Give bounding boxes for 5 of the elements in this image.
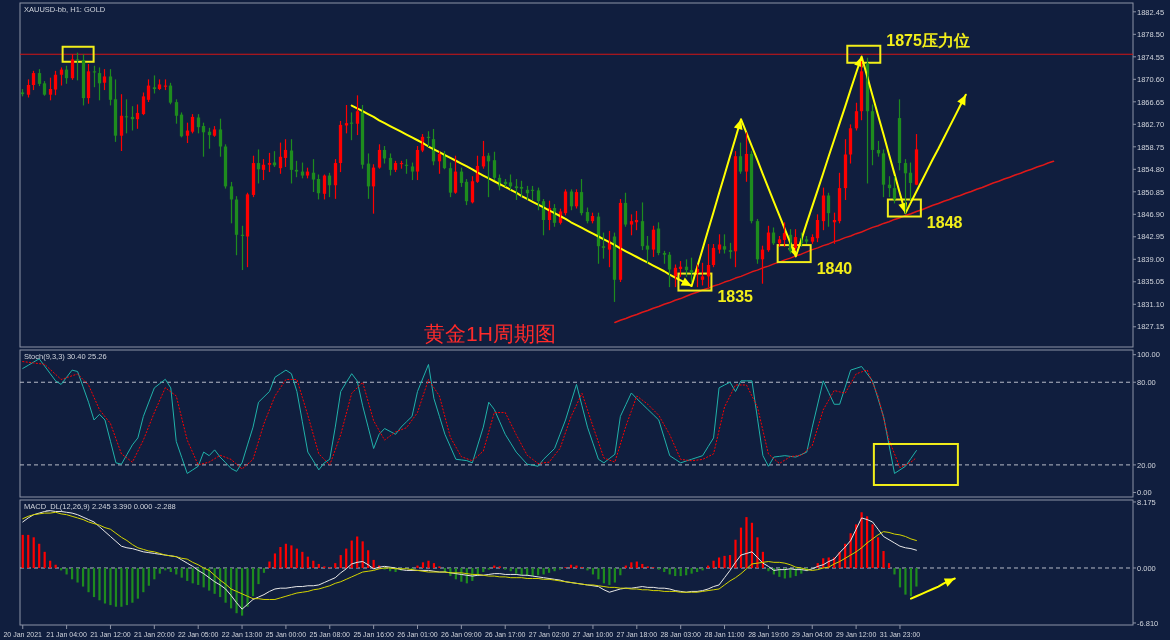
annotation: 1848 — [926, 214, 963, 232]
annotation: 1835 — [717, 288, 754, 306]
annotation: 1840 — [816, 259, 853, 277]
annotation: 1875压力位 — [886, 32, 970, 50]
annotation: 黄金1H周期图 — [424, 322, 556, 345]
